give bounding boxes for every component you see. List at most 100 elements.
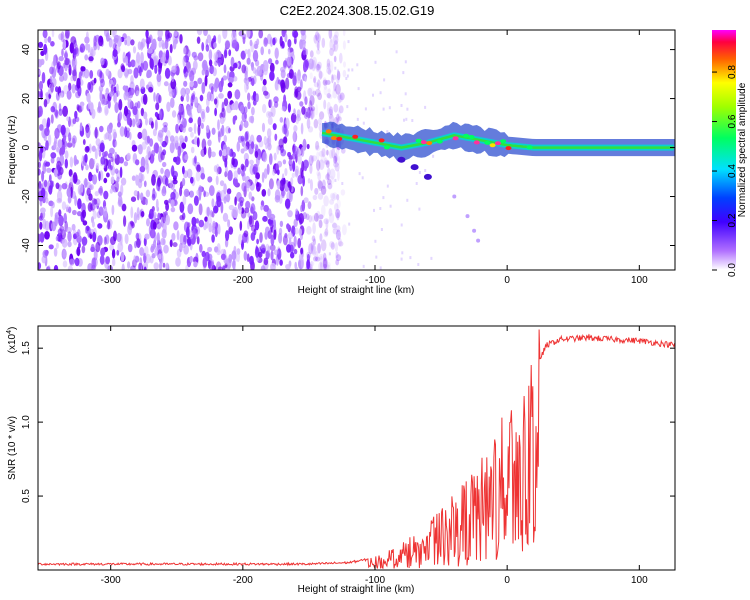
noise-speckle bbox=[329, 47, 334, 57]
noise-speckle bbox=[87, 82, 92, 91]
noise-speckle bbox=[333, 55, 337, 63]
noise-speckle bbox=[139, 78, 145, 90]
noise-speckle bbox=[326, 79, 331, 85]
noise-speckle bbox=[308, 100, 313, 112]
noise-speckle bbox=[73, 154, 78, 167]
noise-speckle bbox=[315, 88, 321, 97]
noise-speckle bbox=[48, 244, 54, 250]
noise-speckle bbox=[236, 251, 241, 263]
noise-speckle bbox=[174, 135, 179, 144]
noise-speckle bbox=[184, 154, 189, 161]
noise-speckle bbox=[154, 248, 158, 257]
noise-speckle bbox=[179, 34, 183, 44]
noise-speckle bbox=[323, 86, 328, 96]
noise-speckle bbox=[254, 220, 260, 231]
noise-speckle bbox=[331, 74, 334, 84]
noise-speckle bbox=[301, 160, 305, 173]
noise-speckle bbox=[143, 111, 148, 120]
noise-speckle bbox=[161, 43, 166, 50]
noise-speckle bbox=[44, 36, 48, 44]
noise-speckle bbox=[55, 86, 59, 93]
noise-speckle bbox=[318, 123, 324, 132]
noise-speckle bbox=[105, 234, 110, 245]
spectrogram-y-label: Frequency (Hz) bbox=[7, 116, 18, 185]
noise-speckle bbox=[178, 103, 183, 113]
noise-speckle bbox=[241, 64, 247, 74]
snr-frame bbox=[37, 325, 676, 571]
noise-speckle bbox=[38, 41, 44, 49]
noise-speckle bbox=[211, 211, 215, 218]
noise-speckle bbox=[201, 250, 206, 258]
noise-speckle bbox=[142, 60, 149, 71]
noise-speckle bbox=[88, 56, 94, 62]
noise-speckle bbox=[217, 224, 221, 235]
noise-speckle bbox=[224, 259, 229, 265]
noise-speckle bbox=[183, 188, 190, 198]
noise-speckle bbox=[153, 92, 156, 102]
noise-speckle bbox=[201, 42, 205, 52]
noise-speckle bbox=[325, 219, 329, 230]
noise-speckle bbox=[337, 94, 342, 101]
noise-speckle bbox=[316, 151, 320, 161]
signal-hotspot bbox=[463, 133, 470, 138]
noise-speckle bbox=[72, 209, 77, 216]
noise-speckle bbox=[300, 41, 306, 49]
noise-speckle bbox=[57, 236, 62, 242]
noise-speckle bbox=[357, 87, 360, 91]
noise-speckle bbox=[211, 234, 215, 243]
noise-speckle bbox=[323, 82, 328, 90]
noise-speckle bbox=[150, 58, 154, 70]
noise-speckle bbox=[200, 108, 206, 116]
noise-speckle bbox=[157, 30, 163, 38]
snr-scale-label: (x104) bbox=[6, 327, 18, 354]
noise-speckle bbox=[234, 196, 237, 206]
noise-speckle bbox=[149, 228, 156, 239]
noise-speckle bbox=[112, 30, 117, 36]
noise-speckle bbox=[318, 219, 323, 229]
noise-speckle bbox=[241, 207, 245, 214]
colorbar-label: Normalized spectral amplitude bbox=[737, 82, 748, 217]
noise-speckle bbox=[154, 119, 158, 131]
noise-speckle bbox=[98, 206, 104, 216]
noise-speckle bbox=[307, 201, 312, 210]
noise-speckle bbox=[140, 42, 144, 50]
noise-speckle bbox=[182, 56, 186, 68]
noise-speckle bbox=[323, 262, 329, 270]
y-tick-label: 0.5 bbox=[21, 489, 32, 503]
noise-speckle bbox=[266, 33, 272, 45]
noise-speckle bbox=[328, 30, 333, 40]
noise-speckle bbox=[80, 183, 84, 193]
noise-speckle bbox=[57, 139, 63, 149]
noise-speckle bbox=[119, 156, 124, 164]
noise-speckle bbox=[39, 198, 43, 207]
noise-speckle bbox=[300, 247, 304, 255]
noise-speckle bbox=[293, 108, 296, 116]
noise-speckle bbox=[98, 101, 101, 113]
noise-speckle bbox=[209, 261, 215, 270]
noise-speckle bbox=[400, 257, 403, 261]
noise-speckle bbox=[263, 64, 268, 76]
noise-speckle bbox=[333, 161, 339, 168]
noise-speckle bbox=[63, 212, 67, 224]
noise-speckle bbox=[338, 105, 344, 114]
noise-speckle bbox=[406, 107, 409, 111]
noise-speckle bbox=[198, 203, 203, 216]
noise-speckle bbox=[107, 99, 111, 109]
noise-speckle bbox=[327, 94, 333, 100]
noise-speckle bbox=[111, 248, 116, 259]
x-tick-label: -100 bbox=[365, 575, 385, 586]
noise-speckle bbox=[246, 57, 251, 65]
noise-speckle bbox=[219, 117, 225, 125]
noise-speckle bbox=[172, 179, 178, 185]
noise-speckle bbox=[274, 189, 281, 201]
noise-speckle bbox=[103, 177, 108, 184]
noise-speckle bbox=[424, 105, 427, 109]
noise-speckle bbox=[404, 92, 407, 96]
noise-speckle bbox=[70, 186, 73, 199]
noise-speckle bbox=[292, 145, 299, 157]
noise-speckle bbox=[273, 249, 279, 256]
noise-speckle bbox=[127, 243, 133, 253]
noise-speckle bbox=[145, 198, 148, 206]
noise-speckle bbox=[209, 210, 213, 218]
noise-speckle bbox=[326, 107, 332, 115]
